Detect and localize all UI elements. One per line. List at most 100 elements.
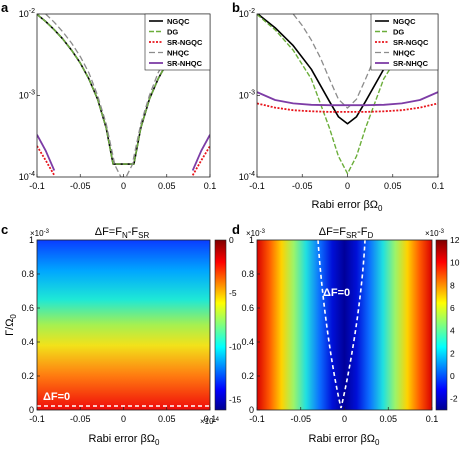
colorbar-tick-label: -15 [229, 394, 242, 404]
panel-c-title: ΔF=FN-FSR [95, 226, 150, 240]
x-tick-label: 0.1 [432, 181, 445, 191]
colorbar-tick-label: 8 [450, 280, 455, 290]
series-line-sr-ngqc [191, 145, 210, 176]
panel-d-contour-label: ΔF=0 [323, 287, 350, 299]
legend-label-sr-ngqc: SR-NGQC [167, 38, 203, 47]
panel-c-ticks: -0.1 -0.05 0 0.05 0.1 0 0.2 0.4 0.6 0.8 1 [21, 235, 216, 424]
y-tick-label: 0.6 [21, 303, 34, 313]
x-tick-label: 0 [345, 181, 350, 191]
series-line-dg [37, 14, 210, 165]
panel-b-ticks: -0.1 -0.05 0 0.05 0.1 10-4 10-3 10-2 [239, 8, 445, 191]
x-tick-label: 0.05 [384, 181, 402, 191]
x-tick-label: 0 [121, 414, 126, 424]
series-line-nhqc [292, 14, 403, 109]
y-tick-label: 0.4 [21, 337, 34, 347]
panel-d-heatmap [257, 240, 432, 410]
colorbar-tick-label: -2 [450, 394, 458, 404]
y-tick-label: 10-4 [239, 171, 255, 182]
legend-label-dg: DG [167, 28, 178, 37]
x-tick-label: -0.1 [29, 414, 45, 424]
legend-label-nhqc: NHQC [393, 49, 416, 58]
y-tick-label: 0.8 [21, 269, 34, 279]
y-tick-label: 0 [249, 405, 254, 415]
x-tick-label: 0.1 [426, 414, 439, 424]
x-tick-label: 0.05 [158, 414, 176, 424]
y-tick-label: 10-4 [19, 171, 35, 182]
y-tick-label: 0.2 [241, 371, 254, 381]
y-tick-label: 0.6 [241, 303, 254, 313]
panel-label-d: d [232, 222, 240, 237]
panel-c-xlabel: Rabi error βΩ0 [89, 433, 161, 446]
legend-label-dg: DG [393, 28, 404, 37]
panel-d-title: ΔF=FSR-FD [319, 226, 374, 240]
colorbar-tick-label: 6 [450, 303, 455, 313]
y-tick-label: 10-2 [239, 8, 255, 19]
y-tick-label: 0.8 [241, 269, 254, 279]
colorbar-tick-label: -5 [229, 288, 237, 298]
y-tick-label: 1 [29, 235, 34, 245]
colorbar-tick-label: -10 [229, 341, 242, 351]
panel-c-colorbar-exponent: ×10-4 [200, 417, 220, 426]
legend-label-sr-ngqc: SR-NGQC [393, 38, 429, 47]
y-tick-label: 1 [249, 235, 254, 245]
panel-c-colorbar [214, 239, 227, 411]
x-tick-label: -0.05 [290, 414, 311, 424]
x-tick-label: 0.1 [204, 181, 217, 191]
panel-c-y-exponent: ×10-3 [30, 229, 50, 238]
panel-d-zero-contour [317, 239, 366, 409]
panel-c-contour-label: ΔF=0 [43, 391, 70, 403]
legend-label-ngqc: NGQC [393, 17, 416, 26]
panel-d-ticks: -0.1 -0.05 0 0.05 0.1 0 0.2 0.4 0.6 0.8 1 [241, 235, 438, 424]
panel-d: d ΔF=FSR-FD ×10-3 ΔF=0 -0.1 -0.05 0 0.05 0.1… [232, 222, 460, 447]
colorbar-tick-label: 2 [450, 348, 455, 358]
legend-label-nhqc: NHQC [167, 49, 190, 58]
series-line-sr-nhqc [37, 134, 56, 171]
series-line-sr-nhqc [191, 134, 210, 171]
x-tick-label: -0.05 [70, 414, 91, 424]
series-line-sr-ngqc [37, 145, 56, 176]
y-tick-label: 10-3 [239, 90, 255, 101]
legend-label-sr-nhqc: SR-NHQC [393, 59, 429, 68]
series-line-sr-ngqc [257, 102, 438, 113]
panel-d-y-exponent: ×10-3 [246, 229, 266, 238]
panel-label-a: a [1, 0, 9, 15]
panel-c-colorbar-ticks: 0 -5 -10 -15 [229, 235, 242, 404]
panel-c-heatmap [37, 240, 210, 410]
y-tick-label: 10-2 [19, 8, 35, 19]
x-tick-label: -0.05 [292, 181, 313, 191]
colorbar-tick-label: 0 [450, 371, 455, 381]
colorbar-tick-label: 0 [229, 235, 234, 245]
y-tick-label: 0.2 [21, 371, 34, 381]
colorbar-tick-label: 4 [450, 326, 455, 336]
y-tick-label: 0 [29, 405, 34, 415]
panel-label-c: c [1, 222, 8, 237]
x-tick-label: 0 [342, 414, 347, 424]
panel-d-xlabel: Rabi error βΩ0 [309, 433, 381, 446]
x-tick-label: -0.1 [29, 181, 45, 191]
x-tick-label: 0.05 [379, 414, 397, 424]
x-tick-label: -0.1 [249, 414, 265, 424]
legend-label-sr-nhqc: SR-NHQC [167, 59, 203, 68]
x-tick-label: 0.1 [204, 414, 217, 424]
y-tick-label: 0.4 [241, 337, 254, 347]
panel-b: b -0.1 -0.05 0 0.05 0.110-410-310-2 NGQCDGSR… [232, 0, 444, 213]
panel-d-colorbar [435, 239, 448, 411]
panel-c-ylabel: Γ/Ω0 [4, 314, 18, 336]
x-tick-label: -0.05 [70, 181, 91, 191]
legend-label-ngqc: NGQC [167, 17, 190, 26]
colorbar-tick-label: 10 [450, 258, 460, 268]
panel-c: c ΔF=FN-FSR ×10-3 ΔF=0 -0.1 -0.05 0 0.05 0.1… [1, 222, 242, 447]
series-line-sr-nhqc [257, 91, 438, 107]
panel-d-colorbar-ticks: 12 10 8 6 4 2 0 -2 [450, 235, 460, 404]
colorbar-tick-label: 12 [450, 235, 460, 245]
y-tick-label: 10-3 [19, 90, 35, 101]
panel-b-xlabel: Rabi error βΩ0 [312, 199, 384, 213]
x-tick-label: -0.1 [249, 181, 265, 191]
panel-label-b: b [232, 0, 240, 15]
x-tick-label: 0.05 [158, 181, 176, 191]
x-tick-label: 0 [121, 181, 126, 191]
panel-d-colorbar-exponent: ×10-3 [425, 229, 445, 238]
